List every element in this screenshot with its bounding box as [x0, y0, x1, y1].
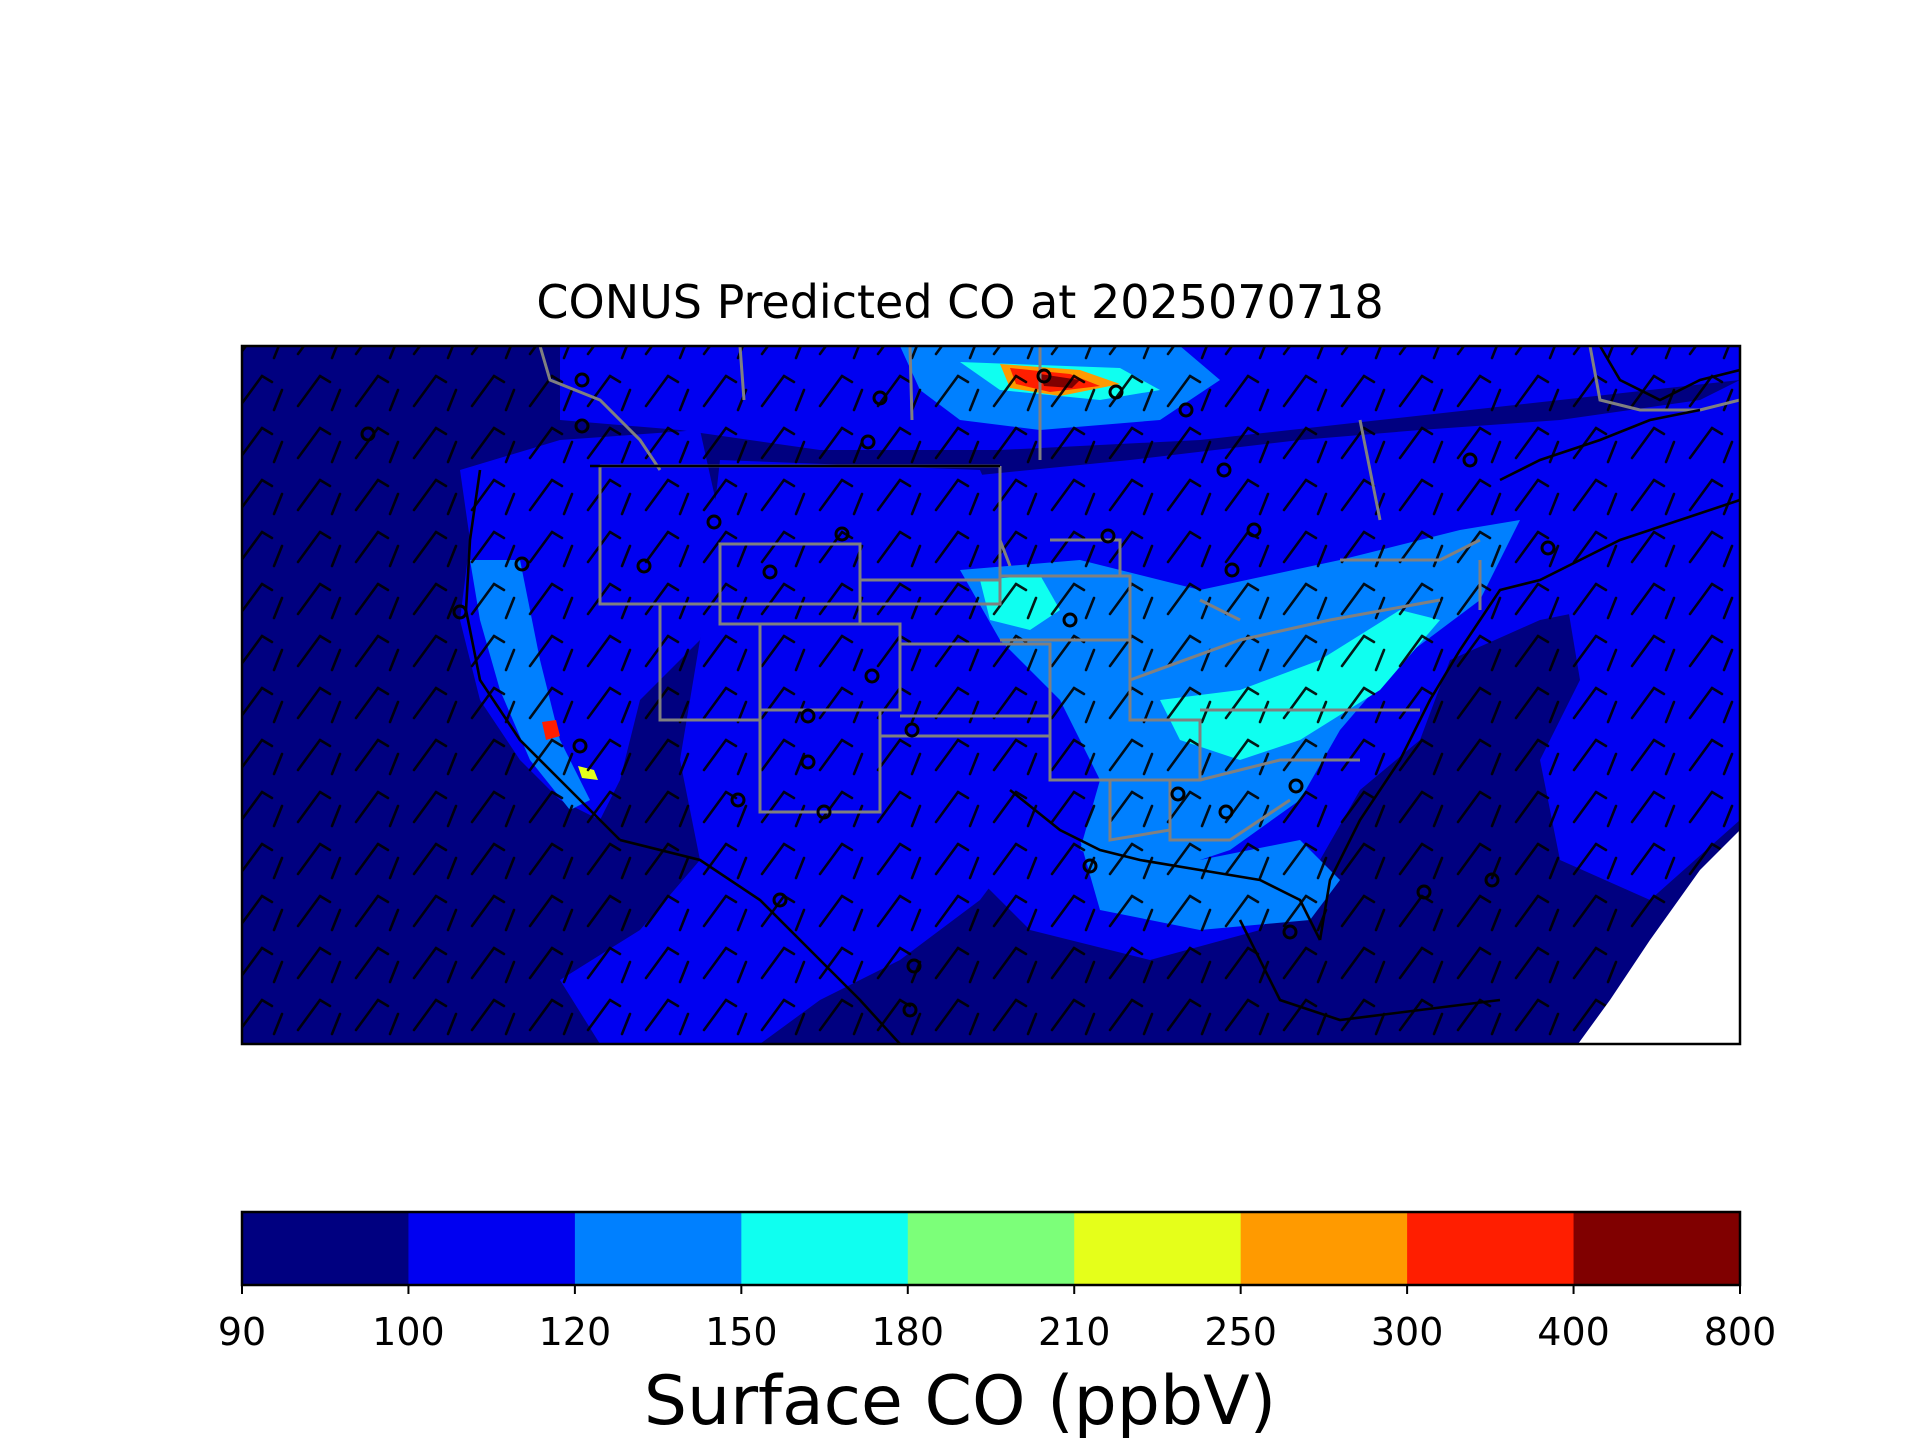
colorbar-bin: [242, 1212, 410, 1285]
colorbar-bin: [741, 1212, 909, 1285]
colorbar-frame: [240, 1210, 1742, 1287]
colorbar-bin: [1074, 1212, 1242, 1285]
no-data-region: [1578, 830, 1740, 1044]
colorbar-bin: [1573, 1212, 1741, 1285]
map-title: CONUS Predicted CO at 2025070718: [536, 275, 1384, 329]
station-markers: [360, 368, 1556, 1018]
map-frame: [240, 344, 1742, 1046]
colorbar-bin: [408, 1212, 576, 1285]
colorbar-tick-label: 100: [372, 1310, 445, 1354]
colorbar-tick-label: 180: [872, 1310, 945, 1354]
colorbar-tick-label: 210: [1038, 1310, 1111, 1354]
colorbar-tick-label: 400: [1537, 1310, 1610, 1354]
colorbar-bin: [1407, 1212, 1575, 1285]
colorbar-tick-label: 150: [705, 1310, 778, 1354]
colorbar-bin: [1240, 1212, 1408, 1285]
colorbar-tick-label: 90: [218, 1310, 266, 1354]
colorbar-tick-label: 250: [1204, 1310, 1277, 1354]
colorbar-bin: [907, 1212, 1075, 1285]
wind-barbs-layer: [242, 346, 1740, 1044]
colorbar: [242, 1212, 1741, 1285]
colorbar-label: Surface CO (ppbV): [643, 1362, 1277, 1441]
colorbar-tick-label: 300: [1371, 1310, 1444, 1354]
colorbar-tick-label: 120: [539, 1310, 612, 1354]
coastlines: [464, 346, 1740, 1044]
colorbar-ticks: 90 100 120 150 180 210 250 300 400 800: [218, 1285, 1776, 1354]
colorbar-bin: [574, 1212, 742, 1285]
colorbar-tick-label: 800: [1704, 1310, 1777, 1354]
